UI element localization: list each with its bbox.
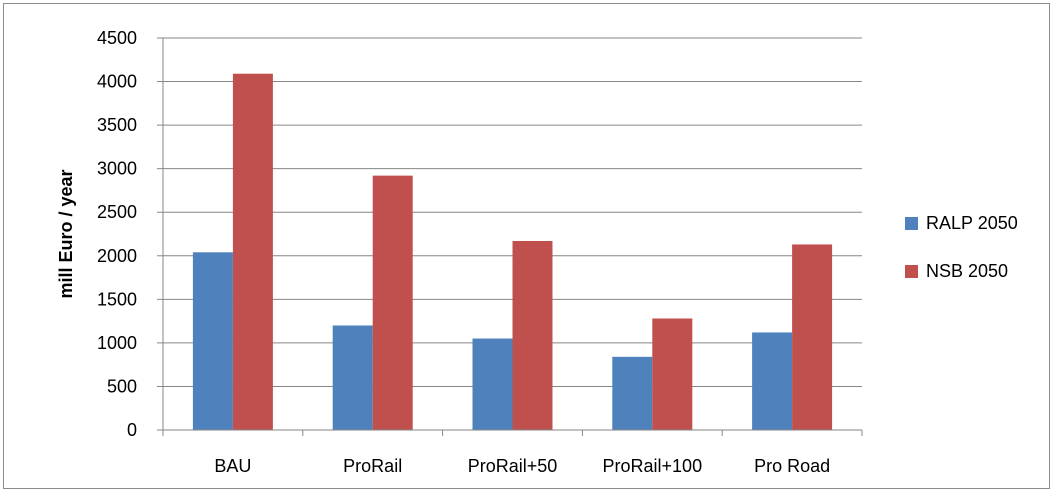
bar-nsb-2050 [792,244,833,430]
tick-labels: 0 500 1000 1500 2000 2500 3000 3500 4000 4500 BAU P… [97,28,830,476]
x-tick-label: Pro Road [754,456,830,476]
bar-ralp-2050 [752,332,793,430]
axes [157,37,863,436]
x-tick-label: ProRail [343,456,402,476]
y-tick-label: 4000 [97,72,137,92]
x-tick-label: ProRail+100 [603,456,703,476]
bar-ralp-2050 [192,252,233,430]
bar-ralp-2050 [612,356,653,430]
y-axis-label: mill Euro / year [56,169,76,298]
y-tick-label: 2500 [97,202,137,222]
legend: RALP 2050 NSB 2050 [905,213,1018,281]
legend-label: RALP 2050 [926,213,1018,233]
bar-nsb-2050 [512,240,553,430]
gridlines [163,37,862,387]
y-tick-label: 2000 [97,246,137,266]
legend-label: NSB 2050 [926,261,1008,281]
y-tick-label: 1500 [97,289,137,309]
y-tick-label: 3000 [97,159,137,179]
legend-swatch [905,265,918,278]
bar-nsb-2050 [652,318,693,430]
bar-ralp-2050 [472,338,513,430]
x-tick-label: ProRail+50 [468,456,558,476]
y-tick-label: 0 [127,420,137,440]
y-tick-label: 4500 [97,28,137,48]
legend-swatch [905,217,918,230]
bar-ralp-2050 [332,325,373,430]
x-tick-label: BAU [214,456,251,476]
bar-nsb-2050 [372,175,413,430]
bars [192,73,833,431]
y-tick-label: 1000 [97,333,137,353]
bar-nsb-2050 [232,73,273,431]
y-tick-label: 3500 [97,115,137,135]
y-tick-label: 500 [107,376,137,396]
